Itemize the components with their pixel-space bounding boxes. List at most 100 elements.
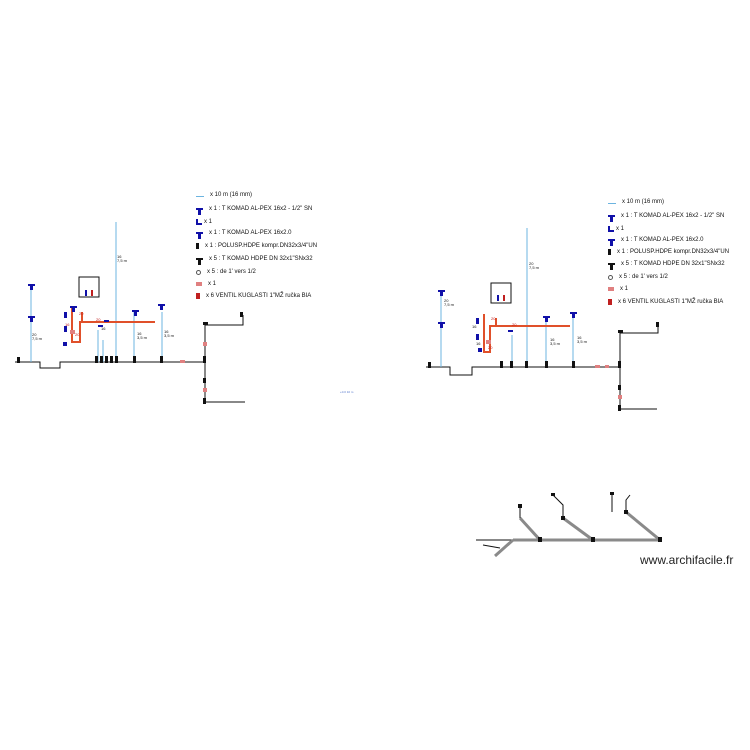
right-label-left-riser: 20 7,5 m (444, 298, 455, 308)
iso-diag-a (494, 538, 514, 558)
left-label-red-c: 20 (75, 332, 80, 337)
left-label-red-b: 20 (96, 317, 101, 322)
left-main-pipe-branch (204, 315, 244, 362)
legend-text: x 10 m (16 mm) (210, 192, 253, 198)
right-manifold-fitting-b (503, 295, 505, 301)
pipe-line-icon (196, 196, 204, 197)
legend-text: x 1 (616, 226, 625, 232)
blue-elbow-icon (608, 226, 614, 232)
right-label-red-a: 20 (491, 316, 496, 321)
left-plan (15, 222, 245, 404)
iso-riser-b (552, 494, 564, 518)
legend-left-row: x 6 VENTIL KUGLASTI 1"MŽ ručka BIA (196, 293, 311, 299)
iso-diag-c (562, 516, 594, 542)
left-label-left-riser: 20 7,5 m (32, 332, 43, 342)
legend-left-row: x 1 : T KOMAD AL-PEX 16x2.0 (196, 230, 292, 239)
legend-right-row: x 1 : T KOMAD AL-PEX 16x2.0 (608, 237, 704, 246)
legend-text: x 5 : T KOMAD HDPE DN 32x1"SNx32 (209, 256, 313, 262)
iso-riser-c (625, 494, 631, 512)
legend-right-row: x 1 : T KOMAD AL-PEX 16x2 - 1/2" SN (608, 213, 725, 222)
legend-right-row: x 1 : POLUSP.HDPE kompr.DN32x3/4"UN (608, 249, 729, 255)
black-coupling-icon (196, 243, 199, 249)
left-manifold-fitting-b (91, 290, 93, 296)
iso-diag-b (518, 516, 542, 542)
blue-tee-icon (608, 215, 615, 222)
legend-left-row: x 5 : T KOMAD HDPE DN 32x1"SNx32 (196, 256, 313, 265)
legend-text: x 1 : T KOMAD AL-PEX 16x2 - 1/2" SN (209, 206, 313, 212)
left-blue-fittings (28, 284, 165, 346)
legend-left-row: x 1 (196, 219, 212, 225)
right-label-riser-top: 20 7,5 m (529, 261, 540, 271)
left-manifold-fitting-a (85, 290, 87, 296)
legend-text: x 5 : de 1' vers 1/2 (619, 274, 668, 280)
right-label-red-e: 20 (488, 345, 493, 350)
valve-icon (196, 293, 200, 299)
right-plan (426, 228, 659, 411)
right-blue-fittings (438, 290, 577, 352)
legend-text: x 6 VENTIL KUGLASTI 1"MŽ ručka BIA (618, 299, 724, 305)
blue-tee-icon (196, 208, 203, 215)
legend-left-row: x 1 : T KOMAD AL-PEX 16x2 - 1/2" SN (196, 206, 313, 215)
right-label-red-d: 16 (476, 341, 481, 346)
valve-icon (608, 299, 612, 305)
left-main-pipe (15, 361, 245, 403)
left-manifold-box (78, 276, 100, 298)
left-label-mid-b: 16 3,5 m (164, 329, 175, 339)
left-label-riser-top: 16 7,5 m (117, 254, 128, 264)
legend-left-row: x 1 (196, 281, 216, 287)
legend-text: x 5 : de 1' vers 1/2 (207, 269, 256, 275)
right-main-pipe-branch (619, 325, 659, 367)
legend-text: x 6 VENTIL KUGLASTI 1"MŽ ručka BIA (206, 293, 312, 299)
legend-text: x 1 : T KOMAD AL-PEX 16x2 - 1/2" SN (621, 213, 725, 219)
left-label-red-d: 16 (65, 322, 70, 327)
legend-right-row: x 1 (608, 226, 624, 232)
left-black-fittings (17, 312, 243, 404)
iso-fittings (518, 492, 662, 542)
red-fitting-icon (608, 287, 614, 291)
legend-right-row: x 5 : de 1' vers 1/2 (608, 274, 668, 280)
blue-tee-icon (608, 239, 615, 246)
legend-left-row: x 5 : de 1' vers 1/2 (196, 269, 256, 275)
iso-diag-d (625, 510, 661, 542)
right-manifold-fitting-a (497, 295, 499, 301)
red-fitting-icon (196, 282, 202, 286)
small-fitting-icon (608, 274, 613, 280)
iso-branch-e (482, 544, 501, 549)
left-label-mid-a: 16 3,5 m (137, 331, 148, 341)
legend-text: x 1 : T KOMAD AL-PEX 16x2.0 (209, 230, 292, 236)
left-red-valves (70, 330, 207, 392)
legend-text: x 1 (204, 219, 213, 225)
tiny-note: +0.0 10 m (340, 390, 354, 394)
right-orange-branch (483, 314, 570, 353)
right-red-valves (486, 340, 622, 399)
legend-right-row: x 6 VENTIL KUGLASTI 1"MŽ ručka BIA (608, 299, 723, 305)
legend-text: x 1 (620, 286, 629, 292)
right-label-red-b: 20 (512, 322, 517, 327)
right-main-pipe (426, 366, 657, 410)
legend-text: x 1 (208, 281, 217, 287)
watermark: www.archifacile.fr (640, 553, 734, 567)
left-label-red-a: 20 (79, 311, 84, 316)
small-fitting-icon (196, 269, 201, 275)
legend-text: x 1 : T KOMAD AL-PEX 16x2.0 (621, 237, 704, 243)
right-label-red-c: 16 (472, 324, 477, 329)
blue-tee-icon (196, 232, 203, 239)
legend-text: x 5 : T KOMAD HDPE DN 32x1"SNx32 (621, 261, 725, 267)
legend-right: x 10 m (16 mm) x 1 : T KOMAD AL-PEX 16x2… (608, 199, 748, 309)
legend-right-row: x 10 m (16 mm) (608, 199, 664, 205)
right-manifold-box (490, 282, 512, 304)
blue-elbow-icon (196, 219, 202, 225)
pipe-line-icon (608, 203, 616, 204)
black-tee-icon (608, 263, 615, 270)
left-label-red-e: 16 (101, 326, 106, 331)
legend-text: x 10 m (16 mm) (622, 199, 665, 205)
legend-left: x 10 m (16 mm) x 1 : T KOMAD AL-PEX 16x2… (196, 192, 356, 302)
legend-text: x 1 : POLUSP.HDPE kompr.DN32x3/4"UN (205, 243, 318, 249)
isometric-sketch (476, 492, 662, 558)
legend-left-row: x 1 : POLUSP.HDPE kompr.DN32x3/4"UN (196, 243, 317, 249)
right-label-mid-a: 16 3,5 m (550, 337, 561, 347)
black-tee-icon (196, 258, 203, 265)
legend-left-row: x 10 m (16 mm) (196, 192, 252, 198)
legend-right-row: x 5 : T KOMAD HDPE DN 32x1"SNx32 (608, 261, 725, 270)
